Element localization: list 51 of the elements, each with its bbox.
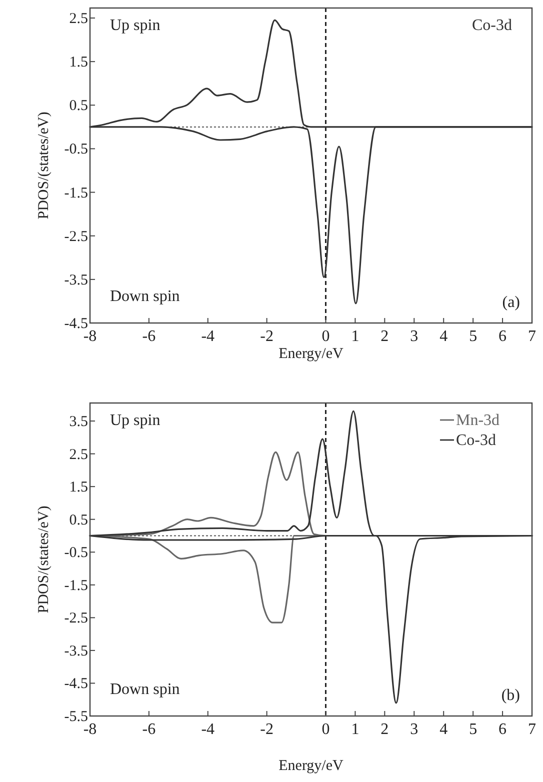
x-tick-label: 3: [410, 721, 418, 738]
x-tick-label: 7: [528, 328, 536, 345]
y-tick-label: 0.5: [69, 512, 88, 528]
y-tick-label: 0.5: [69, 98, 88, 114]
x-tick-label: 1: [351, 721, 360, 738]
x-tick-label: -2: [260, 328, 274, 345]
y-tick-label: -3.5: [64, 272, 88, 288]
x-tick-label: -4: [201, 328, 215, 345]
y-tick-label: 2.5: [69, 11, 88, 28]
annotation: (b): [501, 687, 520, 704]
annotation: Down spin: [110, 288, 180, 305]
x-tick-label: 2: [380, 721, 389, 738]
y-tick-label: -2.5: [64, 228, 88, 245]
y-axis-title: PDOS/(states/eV): [36, 506, 52, 614]
x-tick-label: 6: [498, 721, 507, 738]
x-tick-label: 5: [469, 721, 478, 738]
x-tick-label: 4: [440, 328, 448, 345]
annotation: Up spin: [110, 17, 160, 34]
y-tick-label: -0.5: [64, 545, 88, 562]
x-tick-label: 1: [351, 328, 360, 345]
x-axis-title: Energy/eV: [278, 346, 344, 362]
x-tick-label: -2: [260, 721, 274, 738]
x-tick-label: -6: [142, 328, 156, 345]
x-tick-label: 0: [322, 721, 330, 738]
annotation: Up spin: [110, 412, 160, 429]
annotation: Down spin: [110, 681, 180, 698]
y-tick-label: 1.5: [69, 54, 88, 71]
x-tick-label: 5: [469, 328, 478, 345]
x-tick-label: 7: [528, 721, 536, 738]
y-axis-title: PDOS/(states/eV): [36, 112, 52, 220]
y-tick-label: -3.5: [64, 643, 88, 660]
y-tick-label: -0.5: [64, 142, 88, 158]
x-tick-label: 3: [410, 328, 418, 345]
x-tick-label: -6: [142, 721, 156, 738]
y-tick-label: -2.5: [64, 610, 88, 627]
y-tick-label: 1.5: [69, 480, 88, 496]
x-axis-title: Energy/eV: [278, 758, 344, 774]
y-tick-label: -4.5: [64, 676, 88, 692]
x-tick-label: 0: [322, 328, 330, 345]
y-tick-label: -1.5: [64, 578, 88, 594]
x-tick-label: 4: [440, 721, 448, 738]
x-tick-label: 2: [380, 328, 389, 345]
y-tick-label: -1.5: [64, 185, 88, 202]
x-tick-label: 6: [498, 328, 507, 345]
x-tick-label: -4: [201, 721, 215, 738]
legend-label: Mn-3d: [456, 412, 500, 429]
text: Co-3d: [472, 17, 512, 34]
legend-label: Co-3d: [456, 432, 496, 449]
y-tick-label: 2.5: [69, 446, 88, 463]
y-tick-label: 3.5: [69, 414, 88, 430]
annotation: (a): [502, 294, 520, 311]
